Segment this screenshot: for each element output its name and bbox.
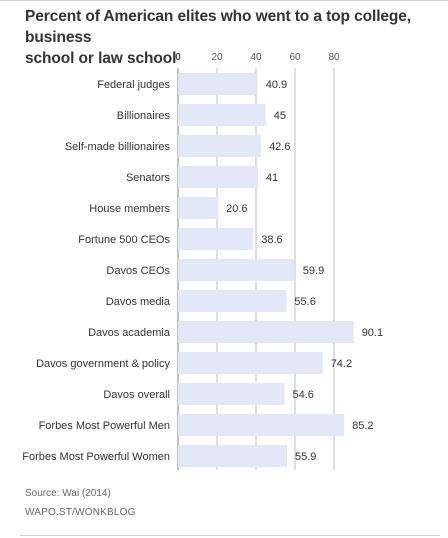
x-axis-ticks: 0 20 40 60 80 — [175, 52, 340, 63]
category-label: Forbes Most Powerful Men — [39, 420, 170, 432]
value-label: 85.2 — [352, 420, 373, 432]
value-label: 45 — [274, 110, 286, 122]
value-label: 40.9 — [266, 79, 287, 91]
value-label: 59.9 — [303, 265, 324, 277]
value-label: 54.6 — [292, 389, 313, 401]
x-tick-label: 20 — [211, 52, 223, 63]
x-tick-label: 0 — [175, 52, 181, 63]
chart-title-line-1: Percent of American elites who went to a… — [25, 8, 412, 46]
bar — [178, 321, 354, 343]
bar — [178, 135, 262, 157]
category-label: Self-made billionaires — [65, 141, 171, 153]
value-label: 55.9 — [295, 451, 316, 463]
bar-chart: 0 20 40 60 80 Federal judges Billionaires Self… — [22, 52, 383, 470]
value-label: 38.6 — [261, 234, 282, 246]
bar — [178, 259, 295, 281]
category-label: Davos CEOs — [106, 265, 170, 277]
bar — [178, 290, 287, 312]
x-tick-label: 40 — [250, 52, 262, 63]
category-labels: Federal judges Billionaires Self-made bill… — [22, 79, 171, 463]
bar — [178, 383, 285, 405]
value-label: 42.6 — [269, 141, 290, 153]
category-label: Davos media — [106, 296, 171, 308]
bar — [178, 414, 345, 436]
chart-title-line-2: school or law school — [25, 50, 177, 67]
chart-title: Percent of American elites who went to a… — [25, 6, 437, 69]
bar — [178, 166, 258, 188]
value-label: 90.1 — [362, 327, 383, 339]
category-label: Forbes Most Powerful Women — [22, 451, 170, 463]
bar — [178, 73, 258, 95]
category-label: House members — [89, 203, 170, 215]
source-note: Source: Wai (2014) — [25, 488, 111, 499]
value-label: 55.6 — [294, 296, 315, 308]
value-label: 20.6 — [226, 203, 247, 215]
value-label: 41 — [266, 172, 278, 184]
category-label: Davos academia — [88, 327, 171, 339]
bar — [178, 228, 254, 250]
bar — [178, 197, 219, 219]
category-label: Fortune 500 CEOs — [78, 234, 170, 246]
bars — [178, 73, 354, 467]
value-label: 74.2 — [331, 358, 352, 370]
value-labels: 40.9 45 42.6 41 20.6 38.6 59.9 55.6 90.1 74.2 54.6… — [226, 79, 383, 463]
category-label: Davos government & policy — [36, 358, 170, 370]
bar — [178, 445, 288, 467]
category-label: Federal judges — [97, 79, 170, 91]
category-label: Billionaires — [117, 110, 171, 122]
bottom-divider — [20, 535, 440, 536]
credit-line: WAPO.ST/WONKBLOG — [25, 507, 136, 518]
x-tick-label: 60 — [289, 52, 301, 63]
category-label: Davos overall — [103, 389, 170, 401]
x-tick-label: 80 — [328, 52, 340, 63]
category-label: Senators — [126, 172, 171, 184]
bar — [178, 104, 266, 126]
bar — [178, 352, 323, 374]
top-divider — [0, 0, 448, 1]
